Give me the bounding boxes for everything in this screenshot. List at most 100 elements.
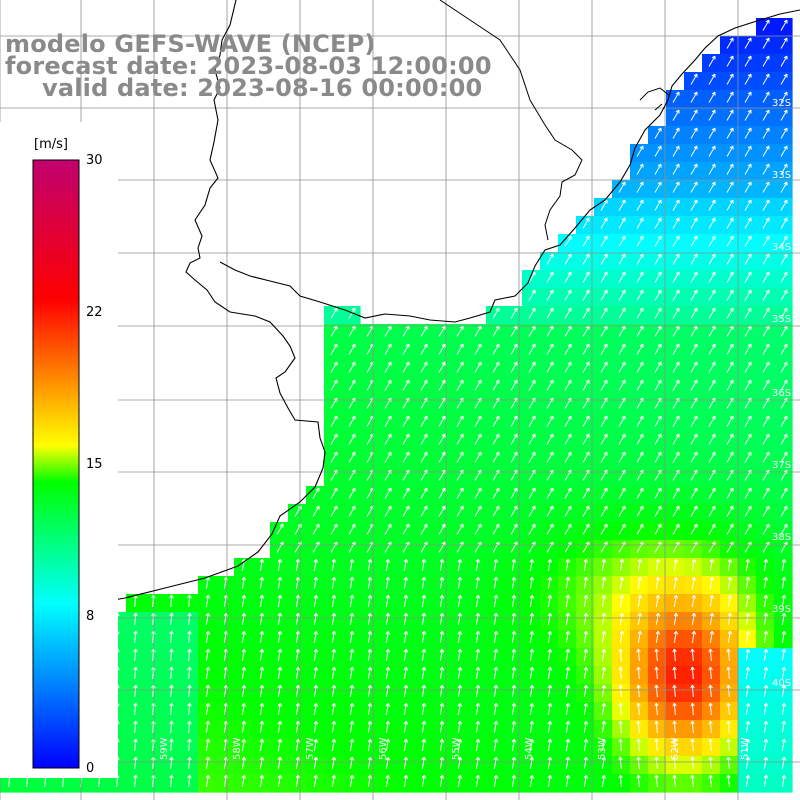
- wind-arrow: [763, 648, 769, 662]
- wind-arrow: [780, 451, 788, 463]
- wind-arrow: [385, 738, 391, 752]
- wind-arrow: [313, 594, 319, 608]
- wind-arrow: [600, 379, 608, 391]
- lon-label: 51W: [740, 737, 751, 760]
- wind-arrow: [708, 415, 716, 427]
- wind-arrow: [384, 523, 392, 535]
- wind-arrow: [475, 648, 481, 662]
- wind-arrow: [763, 702, 769, 716]
- wind-arrow: [187, 594, 192, 608]
- wind-arrow: [331, 558, 337, 572]
- valid-date: valid date: 2023-08-16 00:00:00: [42, 74, 483, 102]
- wind-arrow: [295, 612, 301, 626]
- wind-arrow: [564, 415, 572, 427]
- wind-arrow: [762, 55, 770, 67]
- wind-arrow: [601, 738, 607, 752]
- wind-arrow: [564, 271, 572, 283]
- wind-arrow: [331, 720, 337, 734]
- wind-arrow: [439, 720, 445, 734]
- wind-arrow: [511, 594, 517, 608]
- wind-arrow: [636, 379, 644, 391]
- wind-arrow: [313, 774, 319, 788]
- wind-arrow: [367, 630, 373, 644]
- wind-arrow: [673, 576, 679, 590]
- wind-arrow: [511, 738, 517, 752]
- wind-arrow: [781, 666, 787, 680]
- wind-arrow: [636, 720, 641, 734]
- wind-arrow: [421, 738, 427, 752]
- wind-arrow: [654, 756, 659, 770]
- wind-arrow: [439, 774, 445, 788]
- lat-label: 34S: [772, 242, 791, 253]
- wind-arrow: [726, 702, 731, 716]
- wind-arrow: [565, 630, 571, 644]
- wind-arrow: [583, 756, 589, 770]
- wind-arrow: [331, 774, 337, 788]
- wind-arrow: [384, 343, 392, 355]
- wind-arrow: [600, 523, 608, 535]
- wind-arrow: [600, 343, 608, 355]
- wind-arrow: [349, 684, 355, 698]
- wind-arrow: [187, 612, 192, 626]
- lon-label: 57W: [305, 737, 316, 760]
- wind-arrow: [564, 379, 572, 391]
- wind-arrow: [528, 379, 536, 391]
- wind-arrow: [708, 307, 716, 319]
- wind-arrow: [600, 289, 608, 301]
- wind-arrow: [169, 666, 174, 680]
- wind-arrow: [385, 612, 391, 626]
- wind-arrow: [547, 558, 553, 572]
- wind-arrow: [636, 145, 644, 157]
- wind-arrow: [672, 720, 677, 734]
- wind-arrow: [781, 612, 787, 626]
- wind-arrow: [187, 756, 192, 770]
- wind-arrow: [421, 756, 427, 770]
- wind-arrow: [474, 451, 482, 463]
- wind-arrow: [618, 235, 626, 247]
- wind-arrow: [546, 361, 554, 373]
- wind-arrow: [493, 666, 499, 680]
- wind-arrow: [187, 666, 192, 680]
- wind-arrow: [690, 109, 698, 121]
- wind-arrow: [583, 558, 589, 572]
- colorbar-tick-15: 15: [86, 457, 103, 472]
- wind-arrow: [384, 505, 392, 517]
- lat-label: 32S: [772, 98, 791, 109]
- wind-arrow: [169, 648, 174, 662]
- wind-arrow: [655, 576, 661, 590]
- wind-arrow: [708, 289, 716, 301]
- wind-arrow: [169, 720, 174, 734]
- wind-arrow: [763, 666, 769, 680]
- wind-arrow: [421, 666, 427, 680]
- wind-arrow: [582, 271, 590, 283]
- wind-arrow: [348, 379, 356, 391]
- wind-arrow: [745, 558, 751, 572]
- wind-arrow: [457, 666, 463, 680]
- wind-arrow: [672, 379, 680, 391]
- wind-arrow: [690, 181, 698, 193]
- wind-arrow: [565, 666, 571, 680]
- wind-arrow: [762, 145, 770, 157]
- wind-arrow: [744, 163, 752, 175]
- wind-arrow: [493, 756, 499, 770]
- wind-arrow: [475, 558, 481, 572]
- wind-arrow: [403, 774, 409, 788]
- wind-arrow: [402, 451, 410, 463]
- wind-arrow: [672, 271, 680, 283]
- wind-arrow: [672, 343, 680, 355]
- wind-arrow: [241, 630, 247, 644]
- wind-arrow: [583, 684, 589, 698]
- wind-arrow: [744, 235, 752, 247]
- wind-arrow: [385, 720, 391, 734]
- wind-arrow: [330, 307, 338, 319]
- wind-arrow: [331, 648, 337, 662]
- wind-arrow: [726, 271, 734, 283]
- colorbar-tick-0: 0: [86, 761, 94, 776]
- wind-arrow: [384, 415, 392, 427]
- wind-arrow: [745, 774, 751, 788]
- wind-arrow: [241, 702, 247, 716]
- wind-arrow: [492, 433, 500, 445]
- wind-arrow: [726, 505, 734, 517]
- wind-arrow: [600, 505, 608, 517]
- wind-arrow: [672, 756, 677, 770]
